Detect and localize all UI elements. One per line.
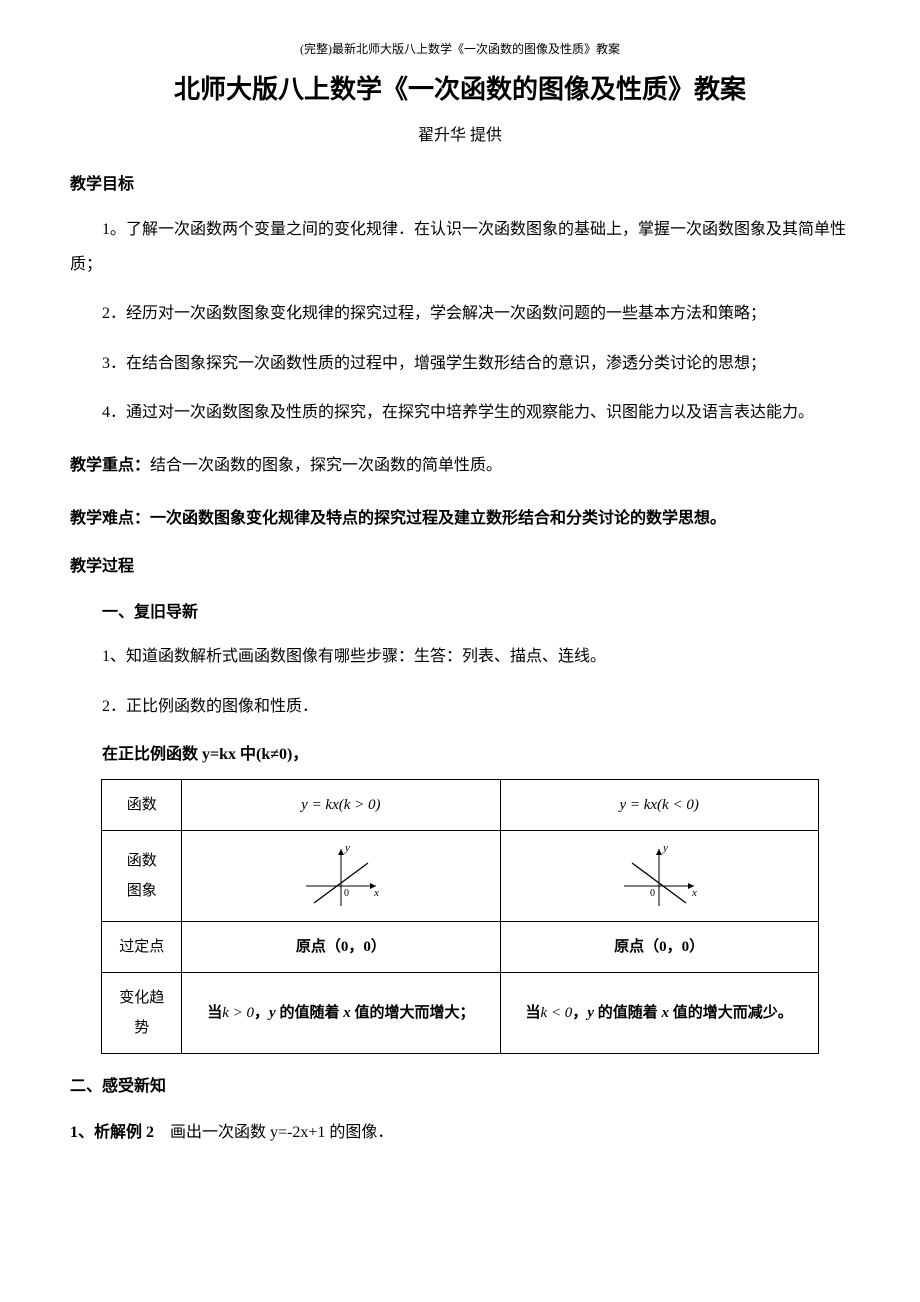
table-row-function: 函数 y = kx(k > 0) y = kx(k < 0) [102,780,819,831]
graph-negative-slope-icon: y x 0 [614,841,704,911]
svg-text:y: y [662,842,668,854]
cell-formula-negative: y = kx(k < 0) [500,780,818,831]
svg-text:y: y [344,842,350,854]
cell-formula-positive: y = kx(k > 0) [182,780,500,831]
keypoint: 教学重点：结合一次函数的图象，探究一次函数的简单性质。 [70,448,850,483]
goal-3: 3．在结合图象探究一次函数性质的过程中，增强学生数形结合的意识，渗透分类讨论的思… [70,346,850,381]
graph-positive-slope-icon: y x 0 [296,841,386,911]
example-label: 1、析解例 2 [70,1124,154,1141]
properties-table: 函数 y = kx(k > 0) y = kx(k < 0) 函数 图象 y x… [101,779,819,1054]
goal-4: 4．通过对一次函数图象及性质的探究，在探究中培养学生的观察能力、识图能力以及语言… [70,395,850,430]
svg-text:0: 0 [650,888,655,899]
table-intro: 在正比例函数 y=kx 中(k≠0)， [102,742,850,768]
table-row-trend: 变化趋 势 当k > 0，y 的值随着 x 值的增大而增大； 当k < 0，y … [102,973,819,1054]
author: 翟升华 提供 [70,123,850,149]
main-title: 北师大版八上数学《一次函数的图像及性质》教案 [70,69,850,111]
section1-heading: 一、复旧导新 [102,600,850,626]
goal-1: 1。了解一次函数两个变量之间的变化规律．在认识一次函数图象的基础上，掌握一次函数… [70,212,850,282]
svg-text:x: x [691,887,697,899]
page-header: (完整)最新北师大版八上数学《一次函数的图像及性质》教案 [70,40,850,59]
goal-2: 2．经历对一次函数图象变化规律的探究过程，学会解决一次函数问题的一些基本方法和策… [70,296,850,331]
goals-heading: 教学目标 [70,172,850,198]
cell-fixedpoint-positive: 原点（0，0） [182,922,500,973]
review-1: 1、知道函数解析式画函数图像有哪些步骤：生答：列表、描点、连线。 [70,639,850,674]
keypoint-label: 教学重点： [70,457,150,474]
row-label-graph: 函数 图象 [102,831,182,922]
table-row-fixedpoint: 过定点 原点（0，0） 原点（0，0） [102,922,819,973]
section2-heading: 二、感受新知 [70,1074,850,1100]
cell-trend-positive: 当k > 0，y 的值随着 x 值的增大而增大； [182,973,500,1054]
cell-fixedpoint-negative: 原点（0，0） [500,922,818,973]
cell-graph-positive: y x 0 [182,831,500,922]
difficulty: 教学难点：一次函数图象变化规律及特点的探究过程及建立数形结合和分类讨论的数学思想… [70,501,850,536]
row-label-trend: 变化趋 势 [102,973,182,1054]
svg-text:0: 0 [344,888,349,899]
example-text: 画出一次函数 y=-2x+1 的图像． [154,1124,393,1141]
cell-graph-negative: y x 0 [500,831,818,922]
row-label-fixedpoint: 过定点 [102,922,182,973]
review-2: 2．正比例函数的图像和性质． [70,689,850,724]
svg-text:x: x [373,887,379,899]
table-row-graph: 函数 图象 y x 0 y x 0 [102,831,819,922]
difficulty-text: 一次函数图象变化规律及特点的探究过程及建立数形结合和分类讨论的数学思想。 [150,510,726,527]
difficulty-label: 教学难点： [70,510,150,527]
example-2: 1、析解例 2 画出一次函数 y=-2x+1 的图像． [70,1120,850,1146]
keypoint-text: 结合一次函数的图象，探究一次函数的简单性质。 [150,457,502,474]
cell-trend-negative: 当k < 0，y 的值随着 x 值的增大而减少。 [500,973,818,1054]
row-label-function: 函数 [102,780,182,831]
process-heading: 教学过程 [70,554,850,580]
